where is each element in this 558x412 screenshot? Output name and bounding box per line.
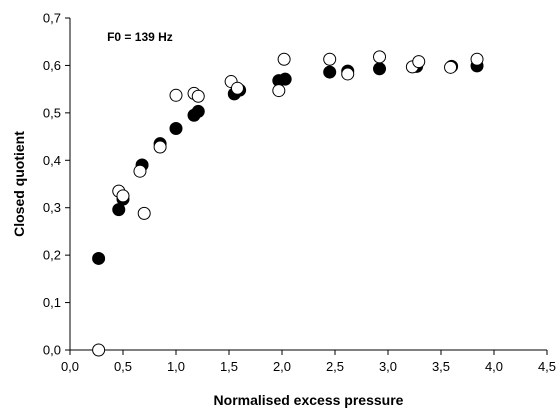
y-tick-label: 0,5: [43, 105, 61, 120]
filled-data-point: [191, 104, 205, 118]
x-tick-label: 3,0: [379, 359, 397, 374]
filled-data-point: [92, 251, 106, 265]
open-data-point: [169, 88, 183, 102]
y-tick-label: 0,3: [43, 200, 61, 215]
filled-data-point: [373, 62, 387, 76]
filled-data-point: [278, 72, 292, 86]
open-data-point: [412, 55, 426, 69]
x-axis-title: Normalised excess pressure: [214, 392, 404, 408]
x-tick-label: 4,0: [485, 359, 503, 374]
open-data-point: [277, 52, 291, 66]
y-tick-label: 0,2: [43, 248, 61, 263]
y-tick-label: 0,0: [43, 343, 61, 358]
ticks: 0,0 0,5 1,0 1,5 2,0 2,5 3,0 3,5 4,0 4,5 0,0 0,1 0,2 0…: [43, 11, 556, 375]
x-tick-label: 0,5: [114, 359, 132, 374]
y-tick-label: 0,6: [43, 58, 61, 73]
data-points: [92, 50, 484, 357]
y-tick-label: 0,4: [43, 153, 61, 168]
open-data-point: [137, 206, 151, 220]
axes: [69, 18, 547, 351]
open-data-point: [92, 343, 106, 357]
x-tick-label: 1,5: [220, 359, 238, 374]
open-data-point: [323, 52, 337, 66]
open-data-point: [153, 140, 167, 154]
y-axis-title: Closed quotient: [11, 131, 27, 237]
y-tick-label: 0,1: [43, 295, 61, 310]
x-tick-label: 4,5: [538, 359, 556, 374]
open-data-point: [470, 52, 484, 66]
open-data-point: [116, 189, 130, 203]
open-data-point: [230, 81, 244, 95]
x-tick-label: 0,0: [61, 359, 79, 374]
open-data-point: [341, 67, 355, 81]
open-data-point: [133, 164, 147, 178]
open-data-point: [191, 89, 205, 103]
filled-data-point: [169, 122, 183, 136]
filled-data-point: [323, 65, 337, 79]
x-tick-label: 2,5: [326, 359, 344, 374]
open-data-point: [373, 50, 387, 64]
frequency-annotation: F0 = 139 Hz: [107, 30, 173, 44]
open-data-point: [444, 60, 458, 74]
y-tick-label: 0,7: [43, 11, 61, 26]
x-tick-label: 2,0: [273, 359, 291, 374]
open-data-point: [272, 84, 286, 98]
x-tick-label: 3,5: [432, 359, 450, 374]
x-tick-label: 1,0: [167, 359, 185, 374]
